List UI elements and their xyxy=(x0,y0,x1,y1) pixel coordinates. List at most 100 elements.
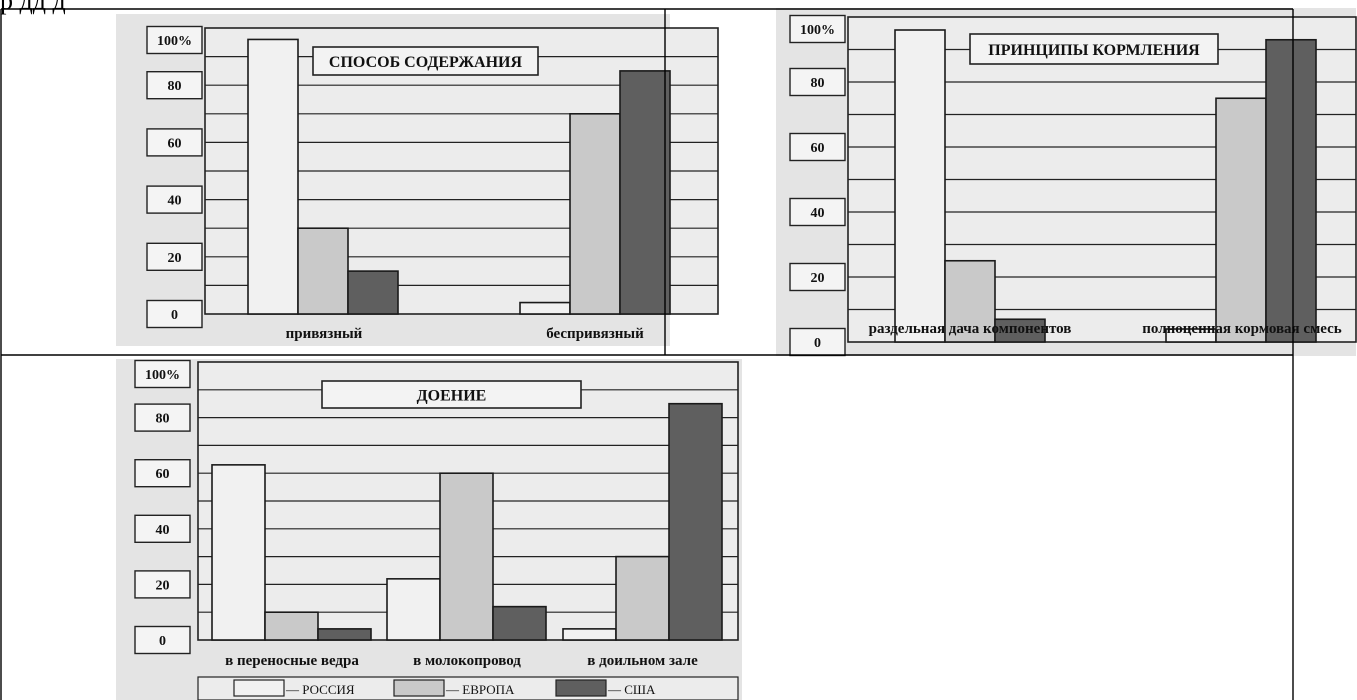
y-tick-label: 60 xyxy=(156,467,170,482)
y-tick-box xyxy=(146,25,203,55)
y-tick-label: 80 xyxy=(168,79,182,94)
legend-swatch xyxy=(393,679,445,697)
y-tick-box xyxy=(134,625,191,655)
y-tick-box xyxy=(134,570,191,599)
y-tick-label: 20 xyxy=(811,271,825,286)
legend-label: — США xyxy=(607,682,656,697)
bar-европа xyxy=(569,113,621,315)
chart-title: ДОЕНИЕ xyxy=(417,388,487,405)
y-tick-box xyxy=(146,242,203,272)
bar-сша xyxy=(619,70,671,315)
chart-title: СПОСОБ СОДЕРЖАНИЯ xyxy=(329,54,523,71)
y-tick-label: 80 xyxy=(156,412,170,427)
y-tick: 60 xyxy=(146,128,203,157)
y-tick: 100% xyxy=(146,25,203,55)
y-tick: 20 xyxy=(146,242,203,272)
chart-title-box xyxy=(312,46,539,76)
y-tick: 60 xyxy=(134,459,191,488)
y-tick-label: 60 xyxy=(811,141,825,156)
y-tick: 80 xyxy=(134,403,191,432)
legend-item: — ЕВРОПА xyxy=(393,679,515,697)
y-tick-box xyxy=(789,14,846,44)
y-tick: 20 xyxy=(134,570,191,599)
bar-европа xyxy=(264,611,319,641)
legend-item: — РОССИЯ xyxy=(233,679,355,697)
clipped-document-text: р дд д xyxy=(0,0,66,15)
y-tick-box xyxy=(146,128,203,157)
legend-swatch xyxy=(555,679,607,697)
category-label: раздельная дача компонентов xyxy=(869,321,1072,337)
y-tick-label: 80 xyxy=(811,76,825,91)
y-tick: 0 xyxy=(146,299,203,329)
y-tick-box xyxy=(134,514,191,543)
bar-сша xyxy=(492,605,547,641)
bar-европа xyxy=(1215,97,1267,343)
bar-европа xyxy=(439,472,494,641)
bar-россия xyxy=(211,464,266,641)
y-tick-label: 100% xyxy=(157,34,192,49)
bar-европа xyxy=(944,259,996,343)
y-tick: 40 xyxy=(789,197,846,227)
chart-2: 0 20 40 60 80 100% раздельная дача компонентов… xyxy=(776,8,1357,357)
y-tick: 40 xyxy=(146,185,203,214)
category-label: в переносные ведра xyxy=(225,653,359,669)
bar-сша xyxy=(1265,38,1317,343)
y-tick-label: 100% xyxy=(800,23,835,38)
y-tick: 0 xyxy=(789,327,846,357)
y-tick-label: 60 xyxy=(168,136,182,151)
legend: — РОССИЯ — ЕВРОПА — США xyxy=(197,676,739,700)
y-tick-box xyxy=(789,132,846,162)
bar-сша xyxy=(668,402,723,641)
chart-1: 0 20 40 60 80 100% привязный беспривязный СПОСОБ… xyxy=(116,14,719,346)
bar-россия xyxy=(562,628,617,641)
chart-title-box xyxy=(969,33,1219,65)
y-tick-box xyxy=(134,459,191,488)
category-label: в доильном зале xyxy=(587,653,698,669)
y-tick-box xyxy=(789,262,846,292)
y-tick-label: 20 xyxy=(156,578,170,593)
y-tick-box xyxy=(789,67,846,97)
chart-title-box xyxy=(321,380,582,409)
bar-россия xyxy=(386,578,441,641)
y-tick-label: 100% xyxy=(145,368,180,383)
y-tick-box xyxy=(146,70,203,100)
bar-сша xyxy=(994,318,1046,343)
y-tick-label: 40 xyxy=(168,194,182,209)
category-label: в молокопровод xyxy=(413,653,521,669)
legend-label: — ЕВРОПА xyxy=(445,682,515,697)
y-tick: 100% xyxy=(789,14,846,44)
bar-россия xyxy=(894,29,946,343)
legend-label: — РОССИЯ xyxy=(285,682,355,697)
y-tick: 80 xyxy=(146,70,203,100)
y-tick-label: 0 xyxy=(159,634,166,649)
y-tick-label: 0 xyxy=(171,308,178,323)
bar-сша xyxy=(347,270,399,315)
y-tick-label: 0 xyxy=(814,336,821,351)
charts-layer: 0 20 40 60 80 100% привязный беспривязный СПОСОБ… xyxy=(116,8,1357,700)
bar-сша xyxy=(317,628,372,641)
chart-3: 0 20 40 60 80 100% в переносные ведра в молокоп… xyxy=(116,359,742,700)
y-tick: 80 xyxy=(789,67,846,97)
bar-россия xyxy=(519,301,571,315)
y-tick: 40 xyxy=(134,514,191,543)
bar-европа xyxy=(297,227,349,315)
category-label: полноценная кормовая смесь xyxy=(1142,321,1341,337)
y-tick-box xyxy=(789,327,846,357)
y-tick-label: 20 xyxy=(168,251,182,266)
y-tick: 0 xyxy=(134,625,191,655)
y-tick: 100% xyxy=(134,359,191,389)
legend-item: — США xyxy=(555,679,656,697)
bar-россия xyxy=(247,38,299,315)
category-label: беспривязный xyxy=(546,326,644,342)
y-tick-box xyxy=(789,197,846,227)
category-label: привязный xyxy=(286,326,363,342)
document-frame-lines xyxy=(0,8,1294,700)
chart-title: ПРИНЦИПЫ КОРМЛЕНИЯ xyxy=(988,42,1200,59)
y-tick-box xyxy=(134,403,191,432)
y-tick-box xyxy=(146,299,203,329)
legend-swatch xyxy=(233,679,285,697)
y-tick-box xyxy=(146,185,203,214)
bar-европа xyxy=(615,555,670,641)
y-tick: 20 xyxy=(789,262,846,292)
